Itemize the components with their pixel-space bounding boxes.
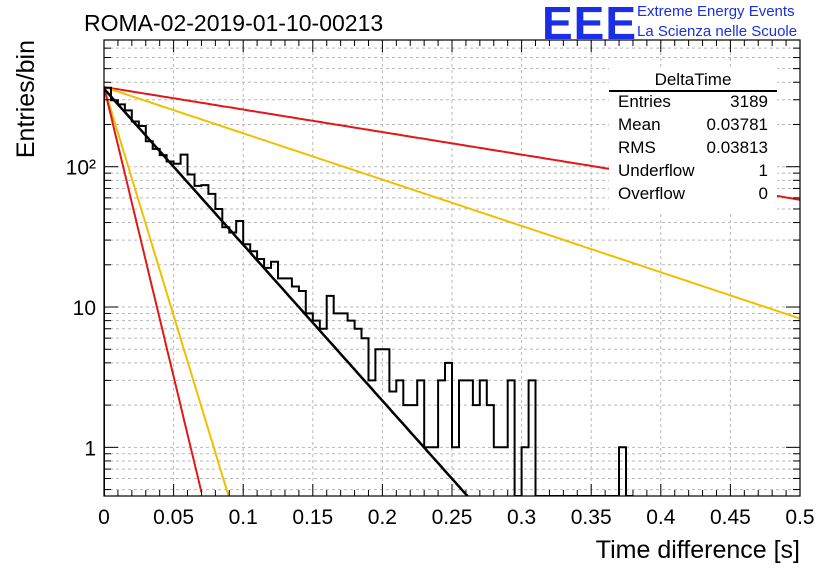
x-tick-label: 0.3 bbox=[507, 506, 536, 529]
stats-row-overflow: Overflow 0 bbox=[618, 184, 768, 206]
stats-value: 0.03781 bbox=[706, 115, 768, 134]
x-tick-label: 0.15 bbox=[292, 506, 333, 529]
stats-divider bbox=[609, 90, 777, 92]
y-tick-label: 10 bbox=[73, 297, 96, 320]
stats-name: DeltaTime bbox=[654, 70, 732, 89]
eee-logo: EEE bbox=[542, 0, 638, 49]
logo-subtitle-line2: La Scienza nelle Scuole bbox=[637, 23, 798, 40]
stats-value: 1 bbox=[758, 161, 768, 180]
logo-subtitle-line1: Extreme Energy Events bbox=[637, 3, 795, 20]
fit-line-orange-steep bbox=[104, 86, 230, 496]
stats-row-rms: RMS 0.03813 bbox=[618, 138, 768, 160]
stats-label: Entries bbox=[618, 92, 671, 111]
histogram-deltatime bbox=[104, 86, 633, 496]
chart-title: ROMA-02-2019-01-10-00213 bbox=[84, 10, 384, 36]
stats-value: 3189 bbox=[730, 92, 768, 111]
stats-box: DeltaTime Entries 3189 Mean 0.03781 RMS … bbox=[609, 68, 777, 212]
x-tick-label: 0.4 bbox=[646, 506, 676, 529]
y-tick-label: 1 bbox=[84, 437, 96, 460]
x-tick-label: 0.1 bbox=[229, 506, 258, 529]
stats-value: 0.03813 bbox=[706, 138, 768, 157]
x-tick-label: 0.35 bbox=[571, 506, 612, 529]
y-axis-label: Entries/bin bbox=[12, 40, 40, 158]
stats-label: Mean bbox=[618, 115, 661, 134]
stats-row-entries: Entries 3189 bbox=[618, 92, 768, 114]
stats-label: RMS bbox=[618, 138, 656, 157]
stats-label: Overflow bbox=[618, 184, 686, 203]
x-tick-label: 0.5 bbox=[785, 506, 814, 529]
x-axis-label: Time difference [s] bbox=[596, 536, 800, 564]
x-tick-label: 0 bbox=[98, 506, 110, 529]
y-tick-label: 10² bbox=[66, 157, 96, 180]
fit-line-red-steep bbox=[104, 86, 203, 493]
stats-label: Underflow bbox=[618, 161, 695, 180]
x-tick-label: 0.05 bbox=[153, 506, 194, 529]
x-tick-label: 0.2 bbox=[368, 506, 397, 529]
stats-value: 0 bbox=[758, 184, 768, 203]
fit-line-overlay bbox=[104, 87, 470, 496]
fit-line-orange-long bbox=[104, 86, 800, 320]
stats-row-underflow: Underflow 1 bbox=[618, 161, 768, 183]
stats-row-mean: Mean 0.03781 bbox=[618, 115, 768, 137]
x-tick-label: 0.25 bbox=[432, 506, 473, 529]
x-tick-label: 0.45 bbox=[710, 506, 751, 529]
